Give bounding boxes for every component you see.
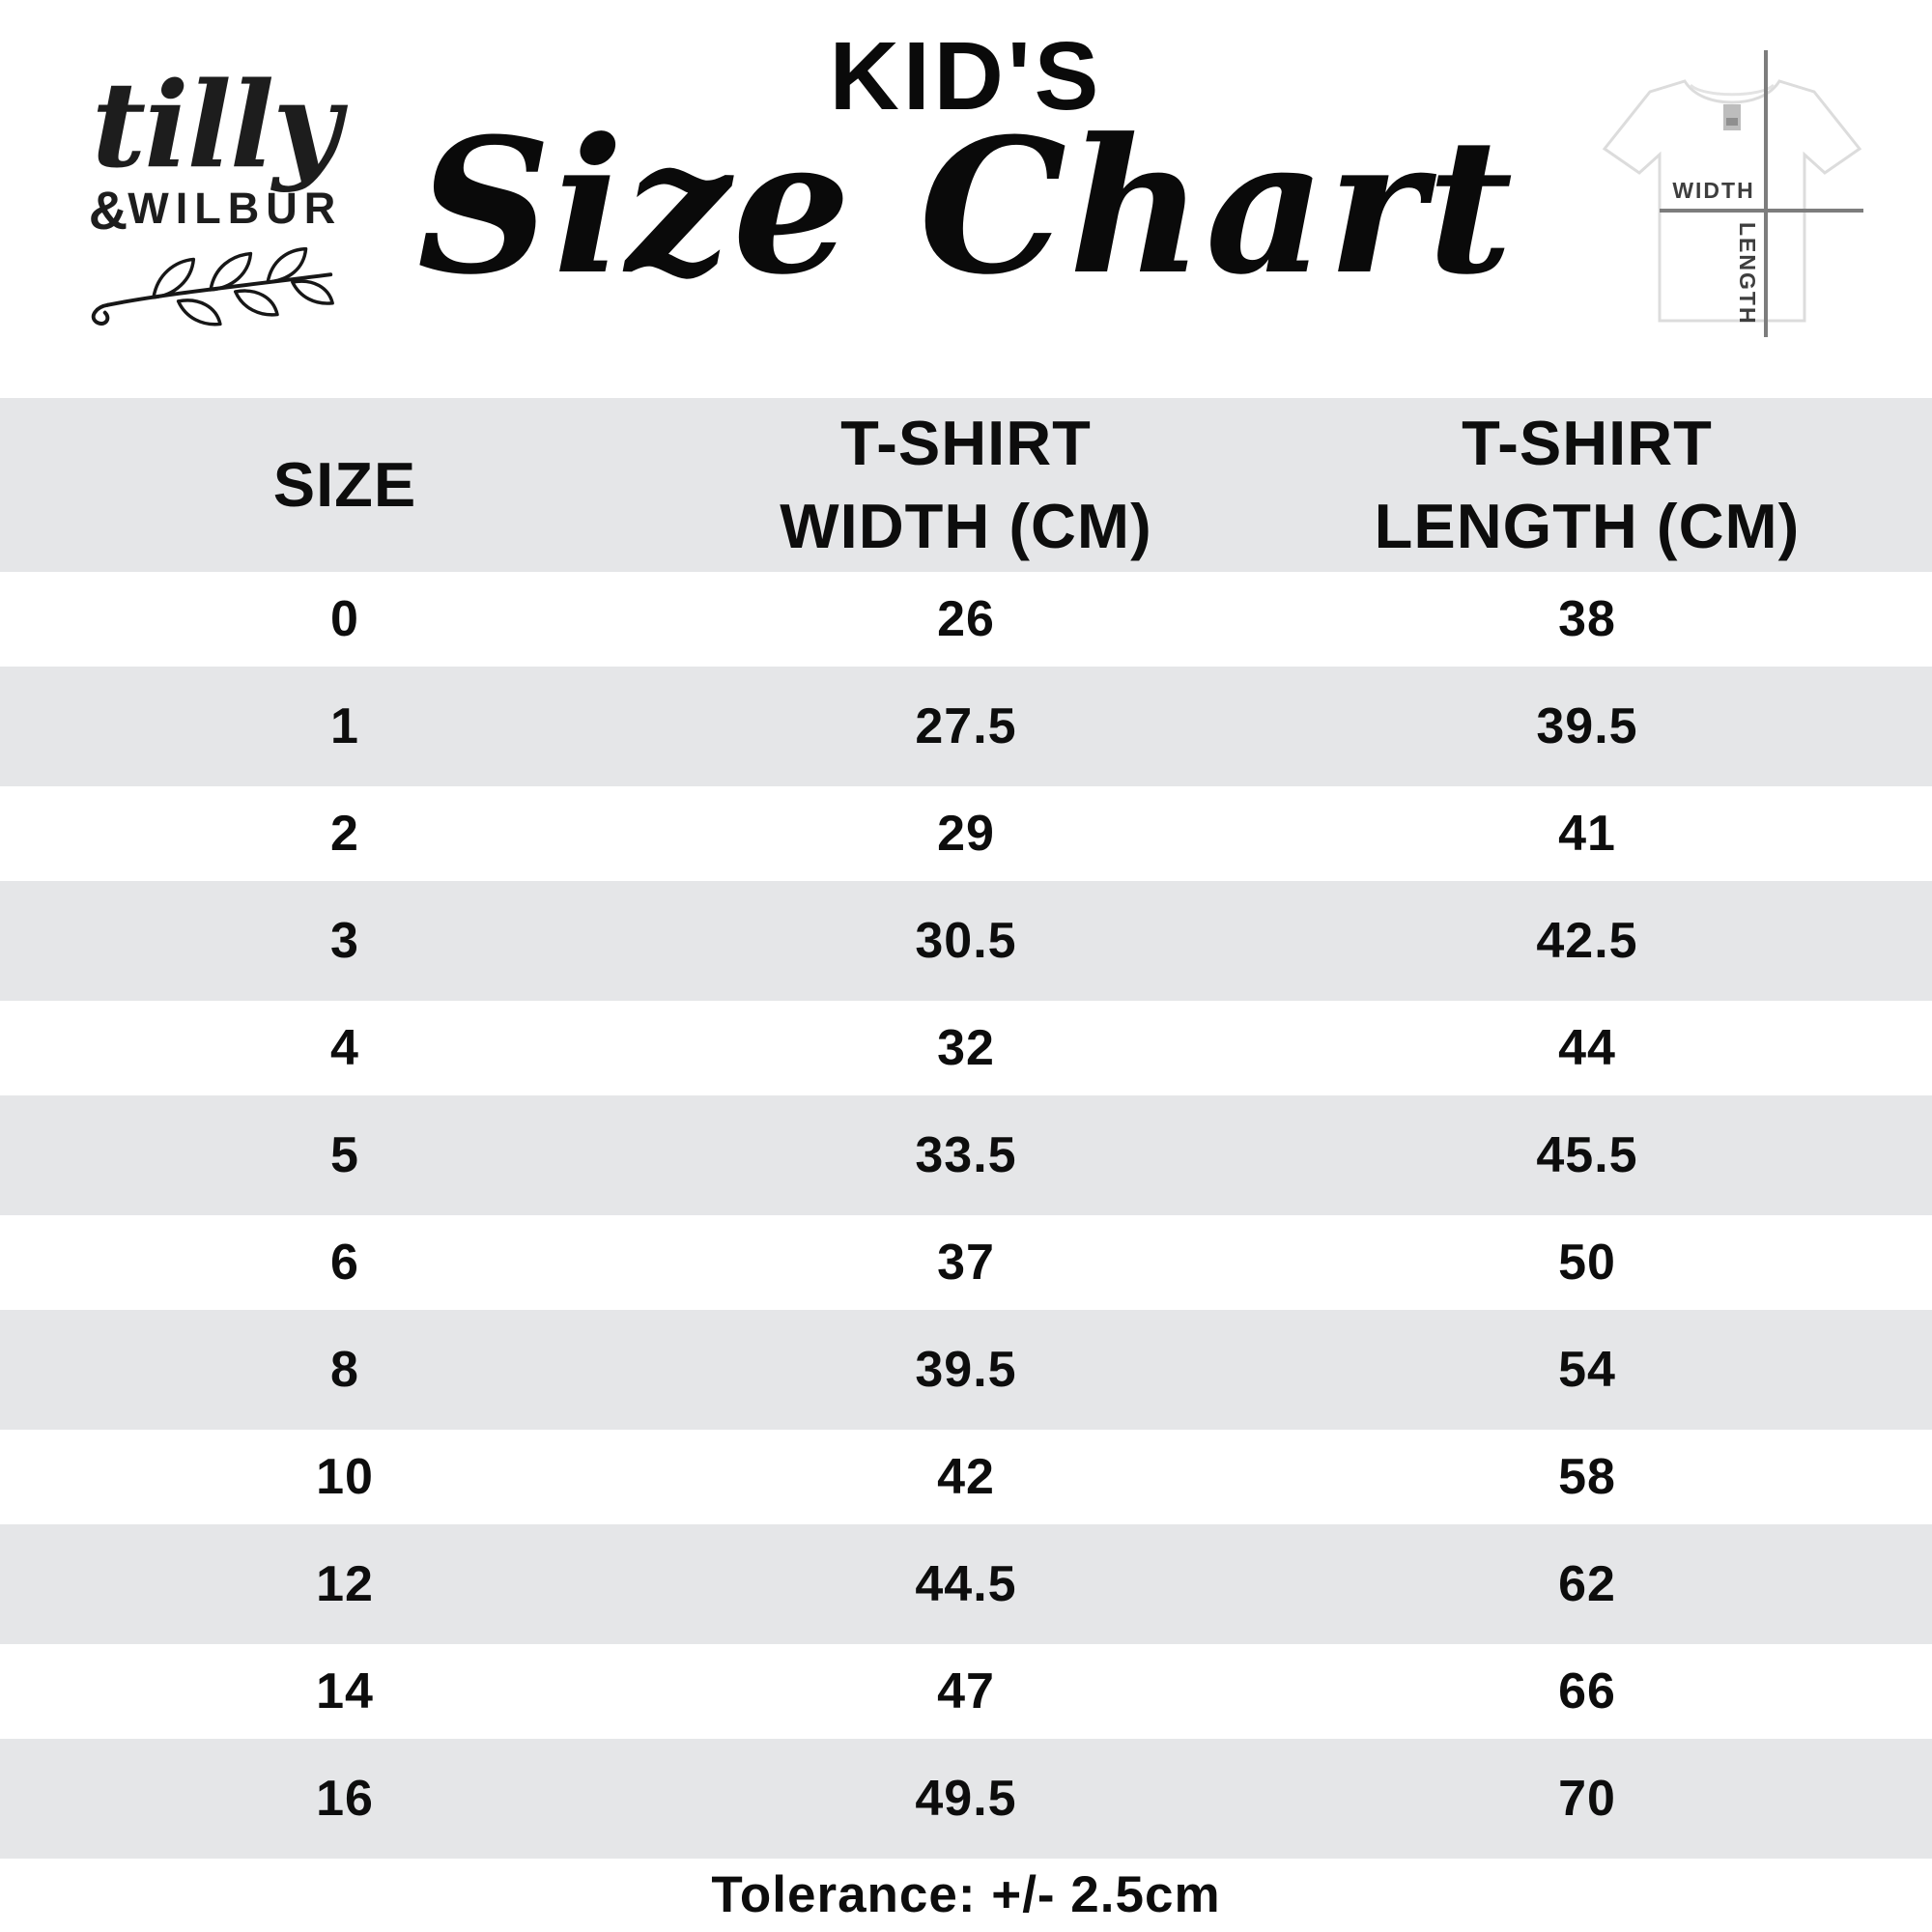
cell-width: 33.5 [915,1127,1017,1183]
cell-length: 38 [1558,591,1616,647]
page-title: Size Chart [416,99,1516,316]
cell-width: 42 [937,1449,995,1505]
table-row: 3 30.5 42.5 [0,881,1932,1001]
size-table-body: 0 26 38 1 27.5 39.5 2 29 41 3 30.5 42.5 … [0,572,1932,1859]
title-block: KID'S Size Chart [290,0,1642,300]
table-row: 4 32 44 [0,1001,1932,1095]
cell-size: 0 [330,591,359,647]
cell-size: 5 [330,1127,359,1183]
brand-script-name: tilly [91,55,341,194]
cell-length: 62 [1558,1556,1616,1612]
brand-logo: tilly & WILBUR [56,55,375,333]
table-row: 8 39.5 54 [0,1310,1932,1430]
header-cell-length: T-SHIRT LENGTH (CM) [1374,408,1801,561]
table-row: 5 33.5 45.5 [0,1095,1932,1215]
cell-width: 30.5 [915,913,1017,969]
cell-length: 58 [1558,1449,1616,1505]
cell-size: 3 [330,913,359,969]
page-title-kicker: KID'S [829,22,1103,130]
table-row: 12 44.5 62 [0,1524,1932,1644]
header-cell-size: SIZE [272,449,417,521]
cell-width: 39.5 [915,1342,1017,1398]
cell-size: 6 [330,1235,359,1291]
cell-length: 44 [1558,1020,1616,1076]
table-row: 0 26 38 [0,572,1932,667]
table-row: 1 27.5 39.5 [0,667,1932,786]
width-label: WIDTH [1672,178,1754,203]
brand-caps-label: WILBUR [128,183,343,233]
cell-length: 50 [1558,1235,1616,1291]
table-row: 16 49.5 70 [0,1739,1932,1859]
cell-width: 37 [937,1235,995,1291]
cell-size: 1 [330,698,359,754]
cell-length: 70 [1558,1771,1616,1827]
size-table: SIZE T-SHIRT WIDTH (CM) T-SHIRT LENGTH (… [0,398,1932,1859]
cell-size: 16 [316,1771,374,1827]
cell-width: 29 [937,806,995,862]
table-header-row: SIZE T-SHIRT WIDTH (CM) T-SHIRT LENGTH (… [0,398,1932,572]
table-row: 2 29 41 [0,786,1932,881]
cell-width: 26 [937,591,995,647]
cell-width: 32 [937,1020,995,1076]
cell-size: 14 [316,1663,374,1719]
cell-length: 41 [1558,806,1616,862]
cell-length: 42.5 [1536,913,1638,969]
tshirt-diagram: WIDTH LENGTH [1602,50,1863,337]
length-label: LENGTH [1735,222,1760,326]
header-cell-width: T-SHIRT WIDTH (CM) [780,408,1152,561]
ampersand: & [88,179,128,241]
table-row: 6 37 50 [0,1215,1932,1310]
brand-caps-name: & WILBUR [56,179,375,241]
cell-size: 2 [330,806,359,862]
cell-size: 8 [330,1342,359,1398]
cell-length: 66 [1558,1663,1616,1719]
cell-width: 44.5 [915,1556,1017,1612]
table-row: 14 47 66 [0,1644,1932,1739]
laurel-branch-icon [91,246,334,327]
cell-size: 10 [316,1449,374,1505]
table-row: 10 42 58 [0,1430,1932,1524]
cell-size: 12 [316,1556,374,1612]
cell-length: 45.5 [1536,1127,1638,1183]
cell-length: 39.5 [1536,698,1638,754]
cell-length: 54 [1558,1342,1616,1398]
tshirt-icon [1602,79,1862,323]
cell-width: 27.5 [915,698,1017,754]
cell-width: 49.5 [915,1771,1017,1827]
cell-width: 47 [937,1663,995,1719]
cell-size: 4 [330,1020,359,1076]
tolerance-note: Tolerance: +/- 2.5cm [711,1865,1221,1923]
